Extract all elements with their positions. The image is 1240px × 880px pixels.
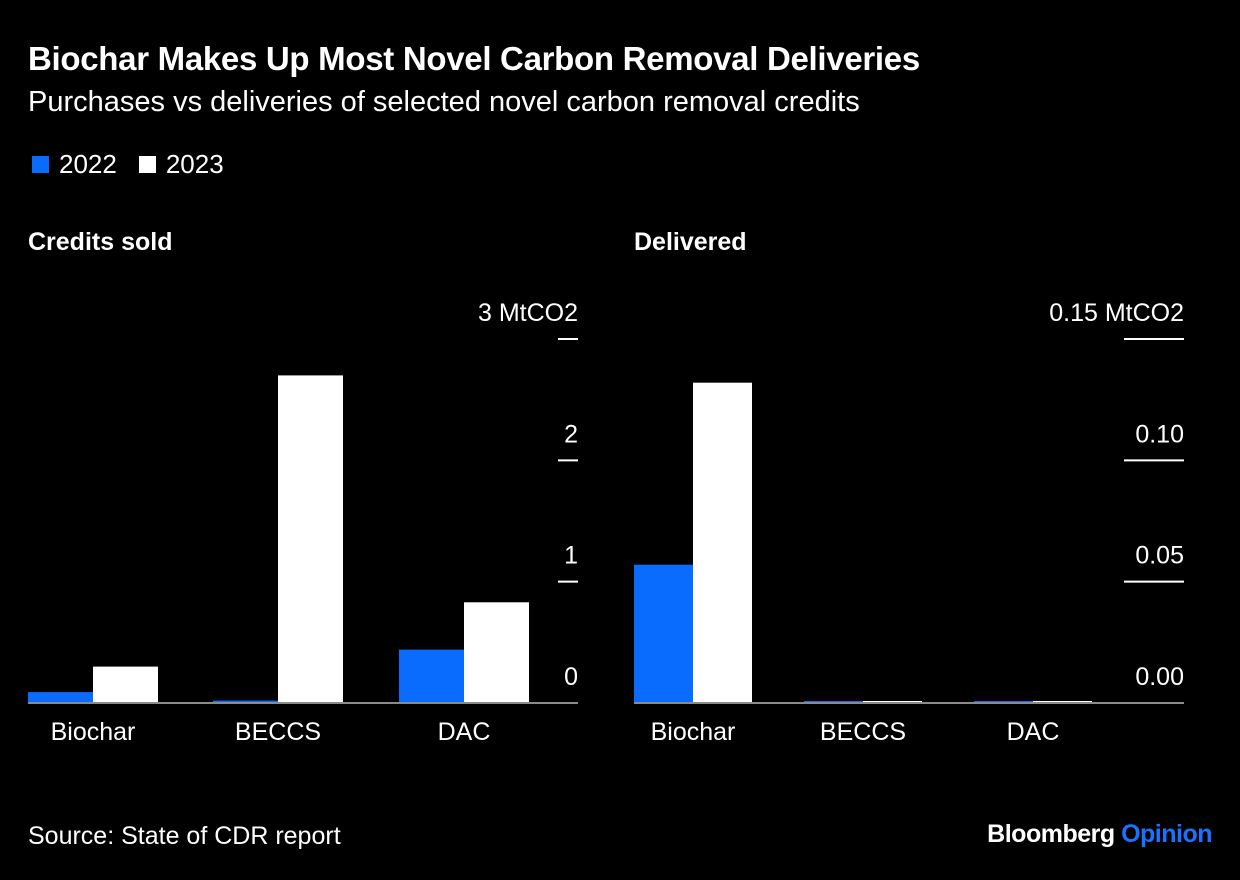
- brand-logo: Bloomberg Opinion: [987, 820, 1212, 849]
- y-tick-label: 0: [564, 663, 578, 691]
- x-tick-label-biochar: Biochar: [651, 718, 736, 746]
- y-tick-label: 1: [564, 542, 578, 570]
- legend-swatch-2023: [138, 156, 156, 173]
- brand-opinion: Opinion: [1121, 820, 1212, 848]
- legend-label-2023: 2023: [165, 149, 224, 179]
- legend-item-2022: 2022: [32, 149, 117, 180]
- bar-dac-2022: [399, 649, 464, 703]
- y-tick-label: 2: [564, 420, 578, 448]
- x-tick-label-biochar: Biochar: [51, 718, 136, 746]
- bar-beccs-2023: [278, 375, 343, 703]
- y-tick-label: 0.00: [1135, 663, 1184, 691]
- panel-title-delivered: Delivered: [634, 228, 747, 256]
- y-tick-label: 0.10: [1135, 420, 1184, 448]
- legend: 2022 2023: [32, 149, 246, 180]
- bar-dac-2023: [464, 602, 529, 703]
- source-note: Source: State of CDR report: [28, 822, 341, 850]
- x-tick-label-beccs: BECCS: [235, 718, 321, 746]
- bar-biochar-2023: [93, 666, 158, 703]
- legend-item-2023: 2023: [138, 149, 224, 180]
- chart-title: Biochar Makes Up Most Novel Carbon Remov…: [28, 40, 920, 77]
- bar-biochar-2022: [28, 692, 93, 703]
- bar-biochar-2022: [634, 564, 693, 703]
- y-tick-label: 3 MtCO2: [478, 299, 578, 327]
- legend-label-2022: 2022: [59, 149, 117, 179]
- x-tick-label-dac: DAC: [1007, 718, 1060, 746]
- bar-beccs-2022: [213, 700, 278, 703]
- y-tick-label: 0.15 MtCO2: [1049, 299, 1184, 327]
- x-tick-label-dac: DAC: [438, 718, 491, 746]
- y-tick-label: 0.05: [1135, 542, 1184, 570]
- bar-biochar-2023: [693, 382, 752, 703]
- legend-swatch-2022: [32, 156, 49, 173]
- chart-subtitle: Purchases vs deliveries of selected nove…: [28, 86, 860, 118]
- x-tick-label-beccs: BECCS: [820, 718, 906, 746]
- brand-bloomberg: Bloomberg: [987, 820, 1115, 848]
- panel-title-credits-sold: Credits sold: [28, 228, 173, 256]
